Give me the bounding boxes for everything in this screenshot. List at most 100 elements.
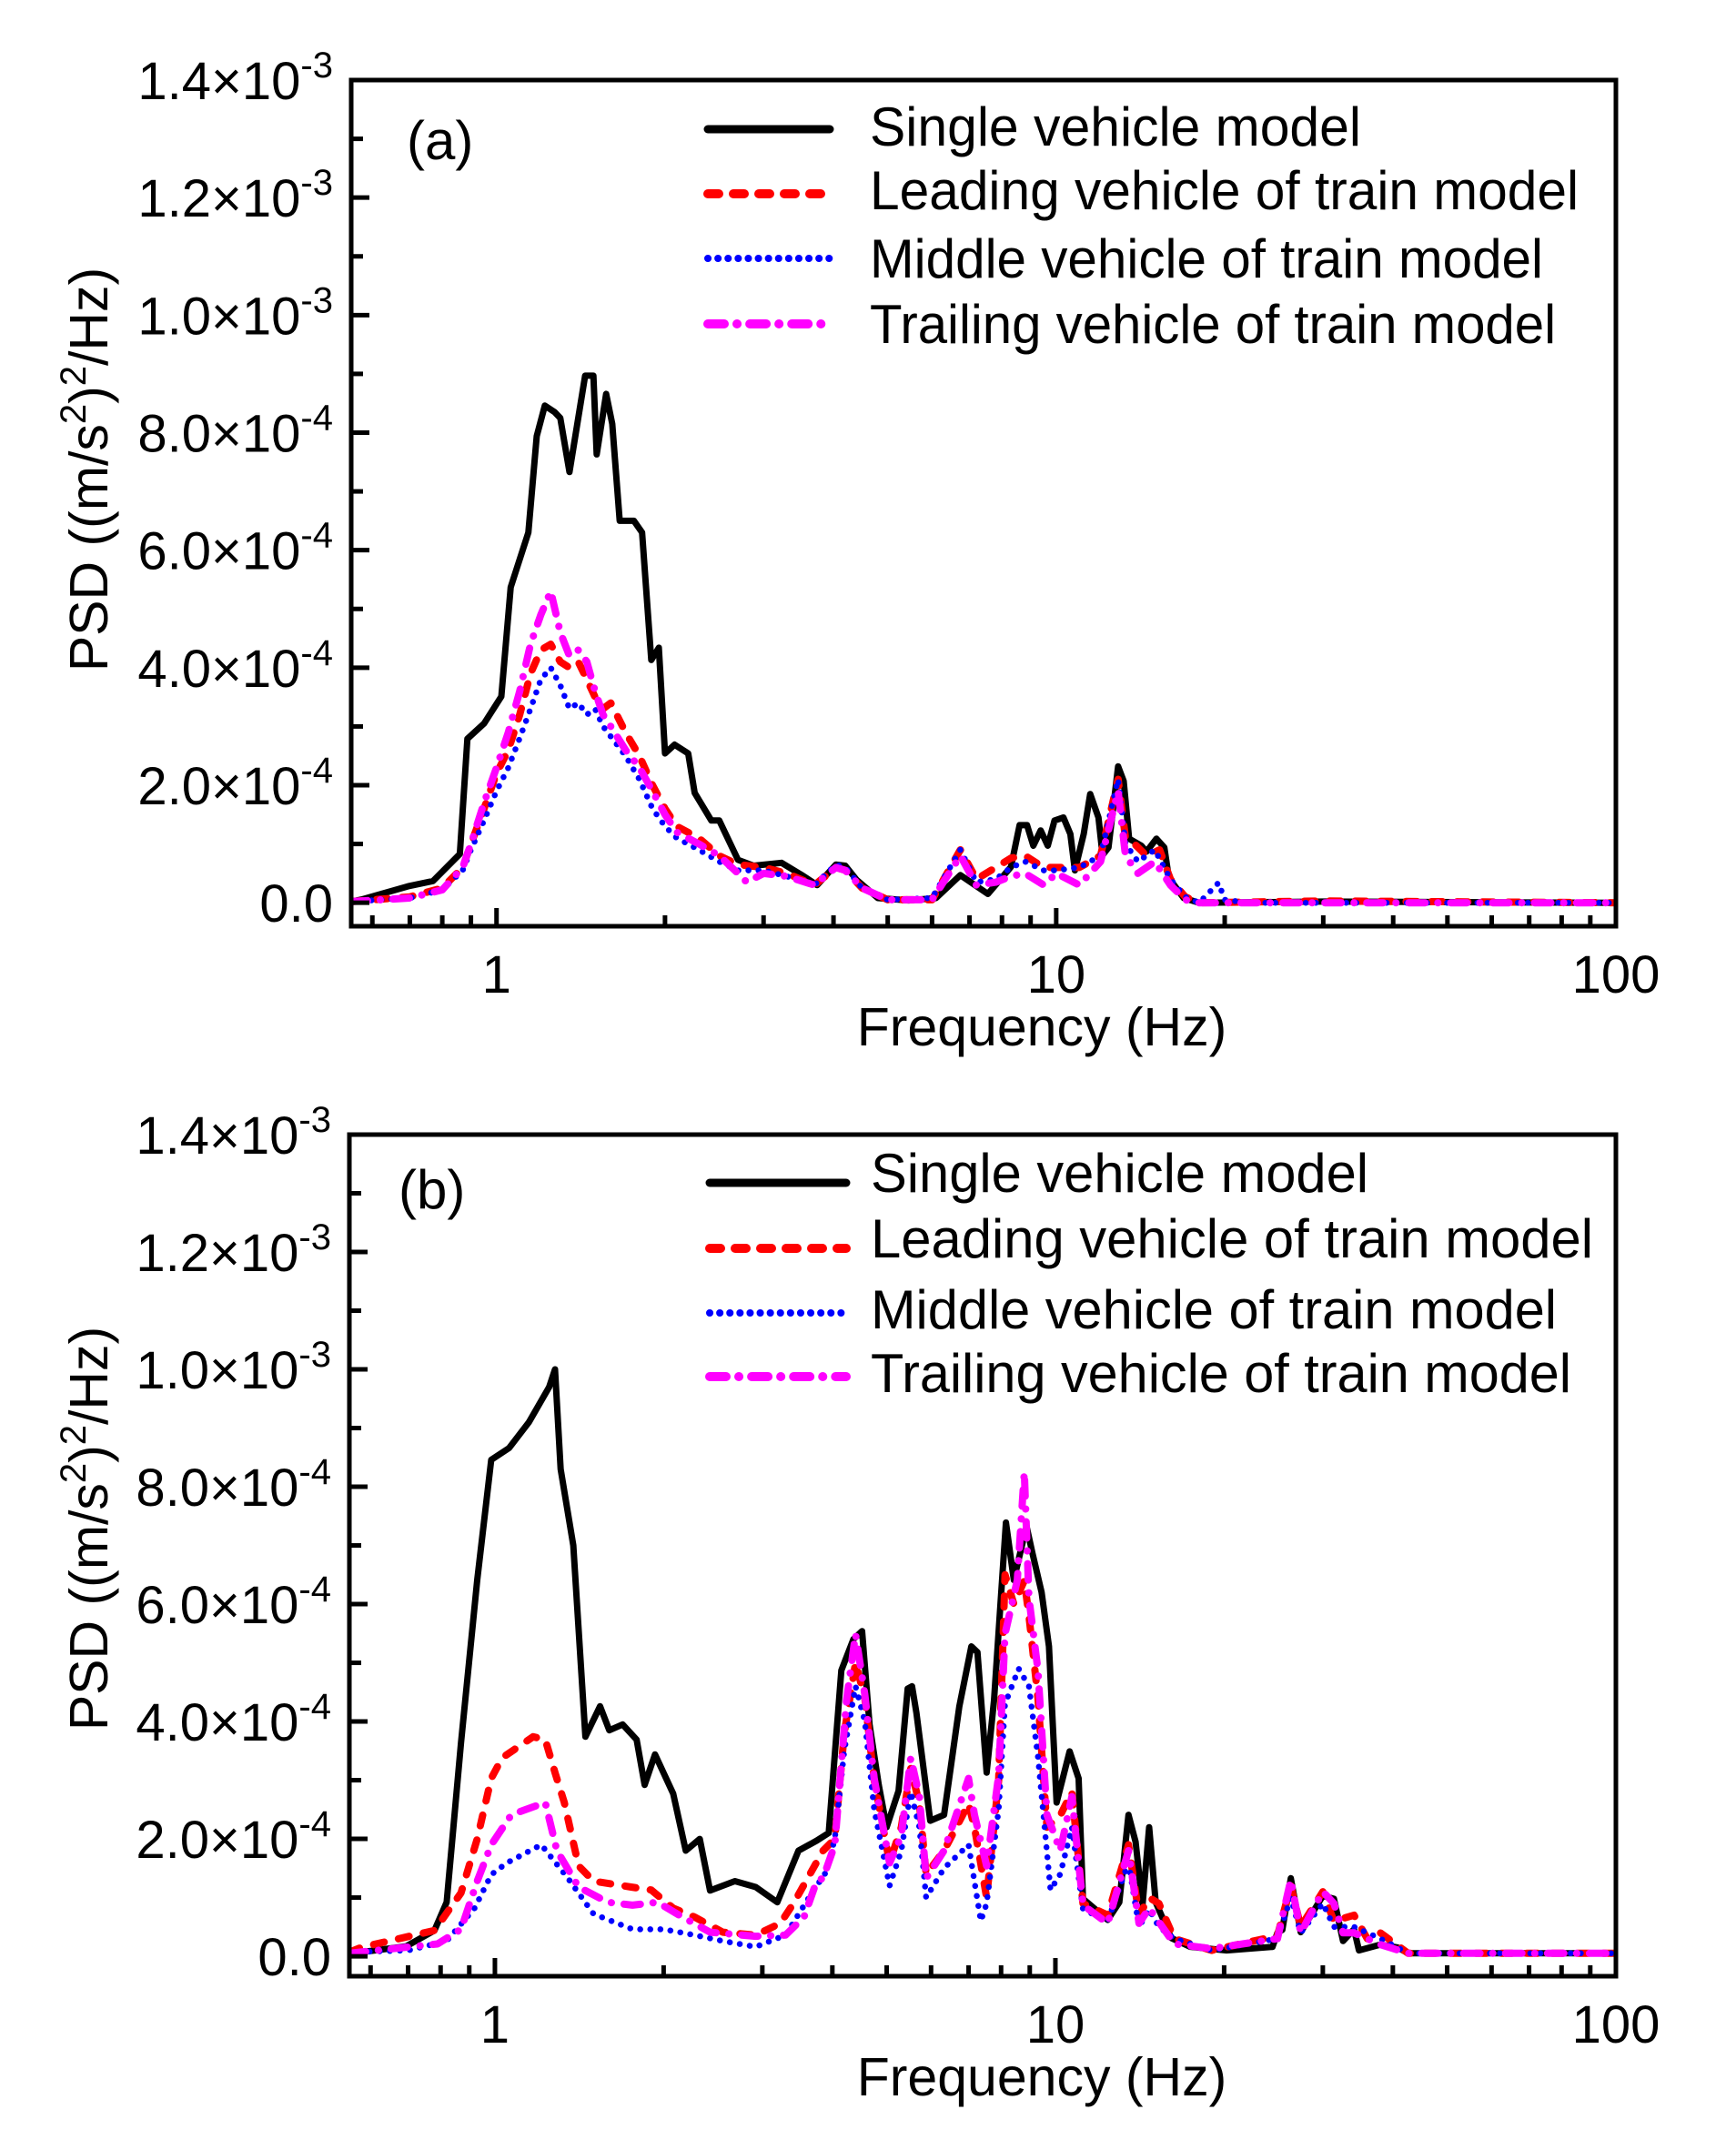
y-tick-mantissa: 2.0×10 xyxy=(136,1811,298,1870)
y-tick-exponent: -3 xyxy=(298,1100,331,1140)
legend-item: Leading vehicle of train model xyxy=(705,1208,1593,1269)
legend-label: Trailing vehicle of train model xyxy=(870,294,1556,355)
y-tick-label: 1.0×10-3 xyxy=(136,1335,331,1400)
plot-frame xyxy=(347,1132,1619,1979)
legend-label: Leading vehicle of train model xyxy=(870,160,1579,221)
y-tick-mantissa: 1.4×10 xyxy=(137,52,300,111)
y-tick-exponent: -4 xyxy=(300,751,333,791)
y-tick-mantissa: 8.0×10 xyxy=(136,1459,298,1518)
y-tick-exponent: -4 xyxy=(300,399,333,439)
y-axis-label: PSD ((m/s2)2/Hz) xyxy=(54,1327,119,1731)
y-tick-mantissa: 4.0×10 xyxy=(137,640,300,699)
y-tick-label: 8.0×10-4 xyxy=(137,399,333,464)
y-tick-exponent: -4 xyxy=(298,1687,331,1727)
y-tick-mantissa: 1.4×10 xyxy=(136,1106,298,1166)
y-axis-label-text: PSD ((m/s xyxy=(59,424,119,671)
y-tick-label: 0.0 xyxy=(257,1928,331,1987)
legend-label: Trailing vehicle of train model xyxy=(871,1343,1571,1404)
y-axis-label-superscript: 2 xyxy=(54,1425,94,1445)
y-tick-label: 0.0 xyxy=(259,874,333,934)
y-tick-exponent: -3 xyxy=(298,1335,331,1375)
legend-label: Single vehicle model xyxy=(870,96,1361,157)
y-axis-label-text: PSD ((m/s xyxy=(59,1483,119,1731)
panel-label: (b) xyxy=(399,1159,465,1220)
y-tick-label: 6.0×10-4 xyxy=(136,1570,331,1635)
legend-item: Trailing vehicle of train model xyxy=(705,1343,1571,1404)
x-tick-label: 10 xyxy=(1026,1995,1085,2054)
y-tick-exponent: -4 xyxy=(298,1804,331,1844)
series-line-leading xyxy=(349,1570,1616,1957)
y-tick-label: 2.0×10-4 xyxy=(136,1804,331,1870)
y-tick-exponent: -3 xyxy=(300,45,333,86)
y-axis-label-text: ) xyxy=(59,386,119,404)
y-axis-label-text: ) xyxy=(59,1445,119,1463)
y-tick-label: 4.0×10-4 xyxy=(137,633,333,699)
series-line-middle xyxy=(351,664,1616,906)
y-tick-label: 6.0×10-4 xyxy=(137,516,333,581)
x-tick-label: 1 xyxy=(480,1995,510,2054)
legend-label: Single vehicle model xyxy=(871,1143,1368,1204)
y-tick-label: 4.0×10-4 xyxy=(136,1687,331,1752)
series-line-middle xyxy=(349,1665,1616,1957)
y-axis-label-superscript: 2 xyxy=(54,404,94,424)
y-tick-label: 1.4×10-3 xyxy=(137,45,333,111)
x-tick-label: 10 xyxy=(1027,945,1086,1004)
y-tick-exponent: -3 xyxy=(300,280,333,320)
y-tick-mantissa: 4.0×10 xyxy=(136,1693,298,1752)
legend-item: Leading vehicle of train model xyxy=(703,160,1579,221)
y-tick-mantissa: 1.0×10 xyxy=(136,1341,298,1400)
y-tick-label: 1.2×10-3 xyxy=(136,1217,331,1283)
series-line-leading xyxy=(351,641,1616,907)
panel-a: 0.02.0×10-44.0×10-46.0×10-48.0×10-41.0×1… xyxy=(54,45,1660,1057)
y-tick-mantissa: 1.2×10 xyxy=(137,169,300,228)
y-axis-label-superscript: 2 xyxy=(54,1463,94,1483)
y-tick-exponent: -3 xyxy=(300,163,333,203)
y-axis-label: PSD ((m/s2)2/Hz) xyxy=(54,268,119,671)
y-tick-mantissa: 6.0×10 xyxy=(136,1576,298,1635)
y-tick-label: 2.0×10-4 xyxy=(137,751,333,816)
y-tick-mantissa: 6.0×10 xyxy=(137,522,300,581)
y-tick-exponent: -3 xyxy=(298,1217,331,1257)
legend-label: Leading vehicle of train model xyxy=(871,1208,1593,1269)
y-tick-label: 1.4×10-3 xyxy=(136,1100,331,1166)
legend-item: Middle vehicle of train model xyxy=(704,228,1543,289)
y-tick-mantissa: 1.2×10 xyxy=(136,1224,298,1283)
y-tick-label: 1.0×10-3 xyxy=(137,280,333,346)
legend-item: Trailing vehicle of train model xyxy=(703,294,1556,355)
legend-item: Single vehicle model xyxy=(703,96,1361,157)
y-tick-label: 8.0×10-4 xyxy=(136,1452,331,1518)
x-tick-label: 100 xyxy=(1572,945,1660,1004)
plot-frame xyxy=(348,77,1619,929)
x-axis-label: Frequency (Hz) xyxy=(857,997,1227,1057)
y-axis-label-text: /Hz) xyxy=(59,268,119,366)
y-tick-mantissa: 0.0 xyxy=(259,874,333,934)
plot-area xyxy=(349,1366,1616,1957)
series-line-trailing xyxy=(351,587,1616,907)
x-tick-label: 100 xyxy=(1572,1995,1660,2054)
y-tick-mantissa: 0.0 xyxy=(257,1928,331,1987)
legend-label: Middle vehicle of train model xyxy=(871,1279,1557,1340)
y-tick-label: 1.2×10-3 xyxy=(137,163,333,228)
legend-label: Middle vehicle of train model xyxy=(870,228,1543,289)
x-axis-label: Frequency (Hz) xyxy=(857,2047,1227,2107)
x-tick-label: 1 xyxy=(482,945,511,1004)
y-axis-label-superscript: 2 xyxy=(54,366,94,386)
plot-area xyxy=(351,372,1616,907)
y-tick-mantissa: 2.0×10 xyxy=(137,757,300,816)
y-tick-exponent: -4 xyxy=(300,516,333,556)
series-line-trailing xyxy=(349,1468,1616,1957)
y-tick-mantissa: 8.0×10 xyxy=(137,405,300,464)
y-tick-exponent: -4 xyxy=(300,633,333,673)
series-line-single xyxy=(349,1366,1616,1957)
legend-item: Single vehicle model xyxy=(705,1143,1368,1204)
panel-b: 0.02.0×10-44.0×10-46.0×10-48.0×10-41.0×1… xyxy=(54,1100,1660,2107)
y-axis-label-text: /Hz) xyxy=(59,1327,119,1425)
y-tick-exponent: -4 xyxy=(298,1570,331,1610)
y-tick-mantissa: 1.0×10 xyxy=(137,287,300,346)
legend-item: Middle vehicle of train model xyxy=(706,1279,1557,1340)
panel-label: (a) xyxy=(407,110,473,171)
